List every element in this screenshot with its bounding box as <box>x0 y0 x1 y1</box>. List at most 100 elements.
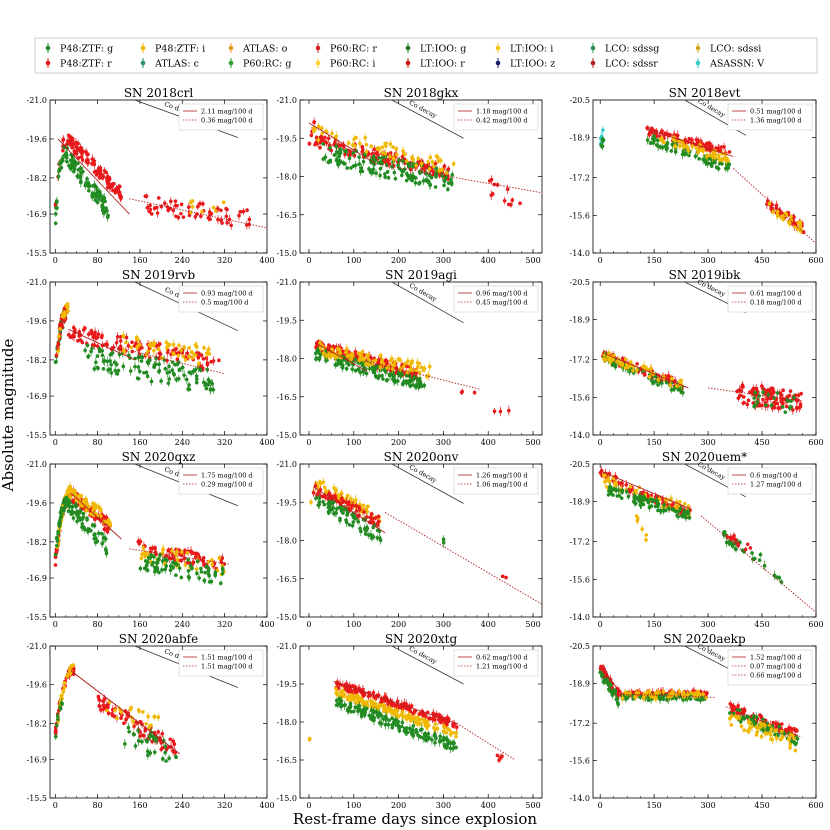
data-point <box>391 370 395 375</box>
data-point <box>188 200 193 205</box>
data-point <box>103 519 107 524</box>
data-point <box>507 408 511 413</box>
data-point <box>181 354 185 359</box>
data-point <box>108 185 112 190</box>
data-point <box>56 529 60 534</box>
y-tick-label: -17.2 <box>569 356 590 365</box>
y-tick-label: -19.6 <box>26 135 47 144</box>
data-point <box>195 204 200 209</box>
data-point <box>764 403 768 407</box>
data-point <box>713 152 718 157</box>
data-point <box>110 351 115 355</box>
data-point <box>145 374 150 379</box>
fit-legend-label: 2.11 mag/100 d <box>201 108 253 116</box>
data-point <box>68 166 73 171</box>
data-point <box>167 370 172 374</box>
data-point <box>70 138 75 142</box>
data-point <box>489 177 494 182</box>
data-point <box>157 368 162 373</box>
legend-label: LT:IOO: z <box>510 59 555 70</box>
x-tick-label: 450 <box>754 256 769 265</box>
data-point <box>669 149 674 153</box>
data-point <box>341 161 346 165</box>
data-point <box>393 176 398 181</box>
x-tick-label: 240 <box>175 620 190 629</box>
data-point <box>61 148 65 153</box>
data-point <box>167 343 171 348</box>
data-point <box>92 367 97 371</box>
data-point <box>789 399 793 403</box>
legend-marker <box>228 45 234 51</box>
data-point <box>118 184 122 189</box>
data-point <box>603 358 608 362</box>
data-point <box>377 156 381 160</box>
data-point <box>80 517 85 521</box>
data-point <box>460 389 465 394</box>
data-point <box>224 214 229 219</box>
data-point <box>84 497 88 502</box>
data-point <box>124 335 129 340</box>
data-point <box>167 364 171 369</box>
data-point <box>353 353 358 358</box>
fit-line <box>129 198 267 229</box>
data-point <box>53 552 58 557</box>
data-point <box>97 197 101 201</box>
data-point <box>746 398 751 403</box>
data-point <box>339 360 344 364</box>
data-point <box>378 365 383 369</box>
legend-marker <box>590 45 596 51</box>
data-point <box>635 362 639 366</box>
data-point <box>105 342 110 347</box>
data-point <box>690 144 695 148</box>
data-point <box>673 378 677 383</box>
data-point <box>767 201 772 206</box>
data-point <box>324 141 329 145</box>
data-point <box>391 363 395 367</box>
legend-frame <box>34 37 818 74</box>
data-points <box>53 100 267 230</box>
data-point <box>446 181 451 185</box>
y-tick-label: -19.6 <box>26 317 47 326</box>
data-point <box>197 351 201 356</box>
fit-legend-label: 0.5 mag/100 d <box>201 299 248 307</box>
data-point <box>599 143 603 147</box>
y-tick-label: -20.5 <box>569 96 590 105</box>
data-point <box>327 351 331 356</box>
data-point <box>396 357 401 362</box>
data-point <box>714 165 719 170</box>
data-point <box>687 136 691 141</box>
data-point <box>370 170 375 175</box>
data-point <box>138 342 142 347</box>
data-point <box>79 338 83 343</box>
x-tick-label: 400 <box>259 438 274 447</box>
data-point <box>92 343 97 347</box>
data-point <box>195 344 199 349</box>
data-point <box>502 198 507 203</box>
data-point <box>694 146 698 150</box>
data-point <box>362 357 367 361</box>
legend-label: LCO: sdssr <box>605 59 658 70</box>
data-point <box>314 357 318 362</box>
panel-sn-2018evt: SN 2018evt 0 150 300 450 600 -20.5 -18.9 -17.2 -1… <box>569 86 823 265</box>
data-point <box>414 368 419 373</box>
fit-legend <box>453 103 539 131</box>
data-point <box>337 143 341 148</box>
x-tick-label: 160 <box>132 256 147 265</box>
data-point <box>383 142 387 146</box>
data-point <box>62 499 66 504</box>
data-point <box>76 168 81 172</box>
data-point <box>201 357 206 361</box>
data-point <box>376 358 381 362</box>
data-point <box>115 371 120 376</box>
data-point <box>413 176 418 180</box>
data-point <box>140 355 145 360</box>
legend-marker <box>495 45 501 51</box>
data-point <box>187 387 192 392</box>
data-point <box>387 372 392 377</box>
data-point <box>346 141 351 145</box>
legend-marker <box>695 60 701 66</box>
data-point <box>379 360 384 364</box>
data-point <box>425 374 429 379</box>
data-point <box>216 217 220 222</box>
y-tick-label: -16.5 <box>276 393 297 402</box>
